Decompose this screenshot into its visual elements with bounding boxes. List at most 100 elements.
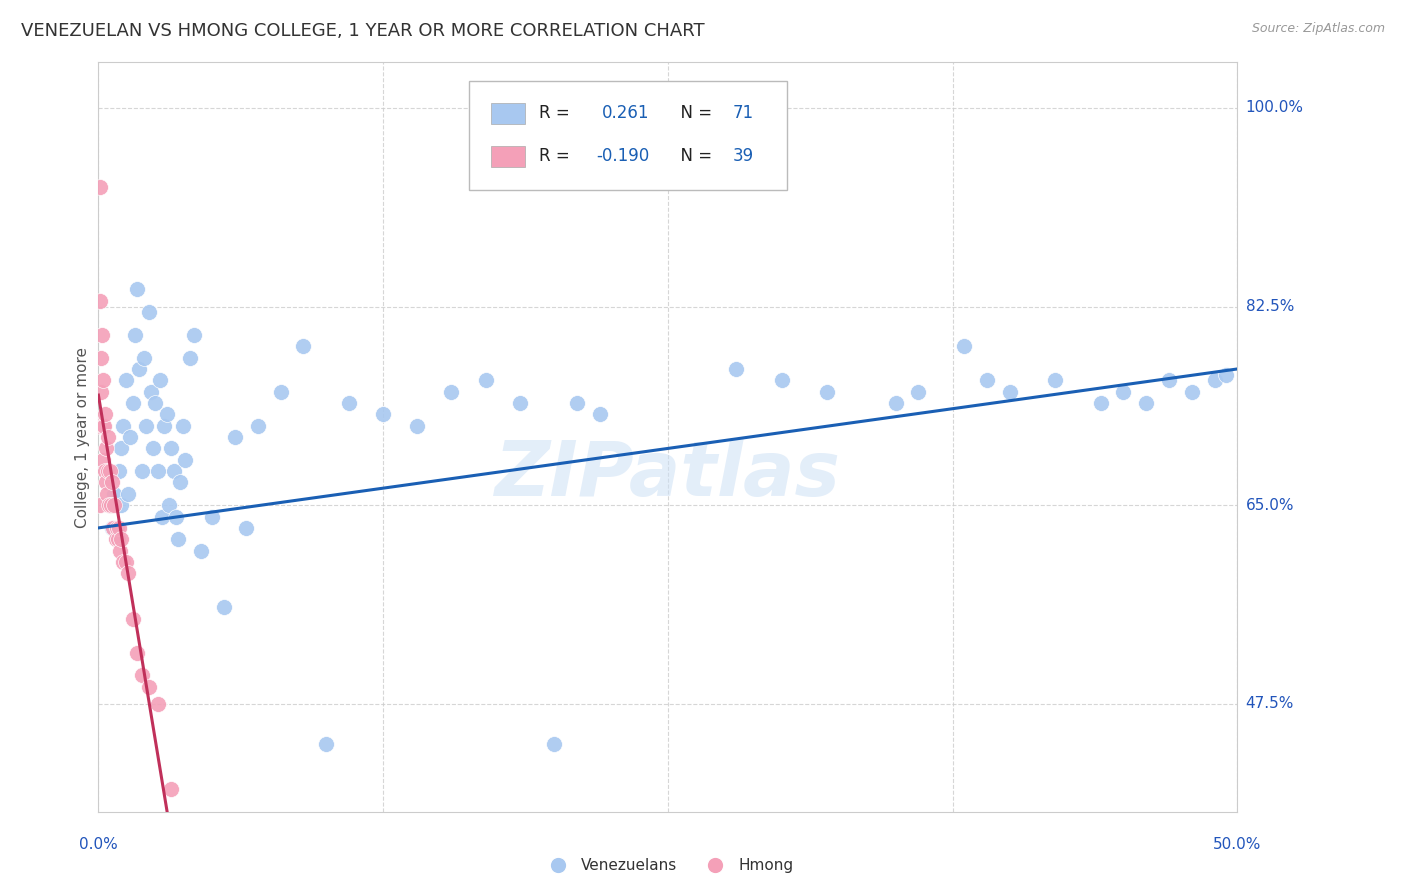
Point (174, 452, 197, 467)
Point (160, 782, 183, 797)
Text: 71: 71 (733, 104, 754, 122)
Point (131, 668, 153, 682)
Legend: Venezuelans, Hmong: Venezuelans, Hmong (537, 852, 799, 879)
Text: 82.5%: 82.5% (1246, 299, 1294, 314)
Point (127, 646, 149, 660)
Point (94, 442, 117, 456)
Point (1135, 396, 1157, 410)
Point (157, 498, 180, 512)
Point (224, 430, 246, 444)
Point (1043, 373, 1066, 387)
Text: -0.190: -0.190 (596, 147, 650, 165)
Point (1181, 384, 1204, 399)
Point (93, 418, 115, 433)
Point (509, 396, 531, 410)
Point (90, 351, 112, 365)
Point (1204, 373, 1226, 387)
Point (153, 418, 176, 433)
Point (770, 373, 793, 387)
Point (97, 498, 120, 512)
Point (132, 351, 155, 365)
Point (884, 396, 907, 410)
Point (156, 408, 179, 422)
Text: VENEZUELAN VS HMONG COLLEGE, 1 YEAR OR MORE CORRELATION CHART: VENEZUELAN VS HMONG COLLEGE, 1 YEAR OR M… (21, 22, 704, 40)
Text: 65.0%: 65.0% (1246, 498, 1294, 513)
Point (139, 384, 162, 399)
Point (120, 430, 142, 444)
Point (96, 475, 118, 490)
Point (89, 293, 111, 308)
Point (162, 464, 184, 478)
Point (543, 737, 565, 751)
Point (114, 373, 136, 387)
Point (212, 600, 235, 615)
Point (150, 509, 173, 524)
Point (169, 475, 191, 490)
Text: 100.0%: 100.0% (1246, 101, 1303, 115)
Point (124, 327, 146, 342)
Point (117, 487, 139, 501)
Point (110, 533, 132, 547)
FancyBboxPatch shape (468, 81, 787, 190)
Point (89, 498, 111, 512)
Point (91, 373, 114, 387)
Point (121, 396, 143, 410)
Text: 0.261: 0.261 (602, 104, 650, 122)
Point (101, 521, 124, 535)
Point (142, 442, 165, 456)
Text: Source: ZipAtlas.com: Source: ZipAtlas.com (1251, 22, 1385, 36)
Point (371, 408, 394, 422)
Point (138, 305, 160, 319)
Point (110, 442, 132, 456)
Point (179, 351, 201, 365)
Point (235, 521, 257, 535)
Text: 0.0%: 0.0% (79, 837, 118, 852)
Point (725, 362, 748, 376)
Point (135, 418, 157, 433)
Text: ZIPatlas: ZIPatlas (495, 438, 841, 511)
Point (337, 396, 360, 410)
Point (190, 543, 212, 558)
Y-axis label: College, 1 year or more: College, 1 year or more (75, 347, 90, 527)
Point (998, 384, 1021, 399)
Point (165, 509, 187, 524)
Point (90, 327, 112, 342)
Point (406, 418, 429, 433)
Text: 47.5%: 47.5% (1246, 697, 1294, 711)
Point (315, 737, 337, 751)
Point (565, 396, 588, 410)
Point (246, 418, 269, 433)
Point (105, 533, 128, 547)
Point (167, 533, 190, 547)
Point (138, 680, 160, 694)
Point (114, 555, 136, 569)
Text: 39: 39 (733, 147, 754, 165)
Point (117, 566, 139, 581)
Point (292, 339, 315, 353)
Point (104, 533, 127, 547)
Point (907, 384, 929, 399)
Point (815, 384, 838, 399)
Point (183, 327, 205, 342)
Text: N =: N = (671, 147, 717, 165)
Point (121, 612, 143, 626)
Point (105, 521, 128, 535)
Point (201, 509, 224, 524)
Point (108, 464, 131, 478)
Point (91, 418, 114, 433)
Point (976, 373, 998, 387)
Point (145, 396, 167, 410)
Point (1215, 368, 1237, 382)
FancyBboxPatch shape (491, 145, 526, 167)
Point (93, 452, 115, 467)
Text: R =: R = (538, 147, 575, 165)
Point (103, 521, 125, 535)
Point (103, 498, 125, 512)
Text: 50.0%: 50.0% (1213, 837, 1261, 852)
Point (127, 283, 149, 297)
Point (98, 464, 121, 478)
Point (90, 384, 112, 399)
Point (101, 475, 124, 490)
Point (440, 384, 463, 399)
Point (96, 430, 118, 444)
